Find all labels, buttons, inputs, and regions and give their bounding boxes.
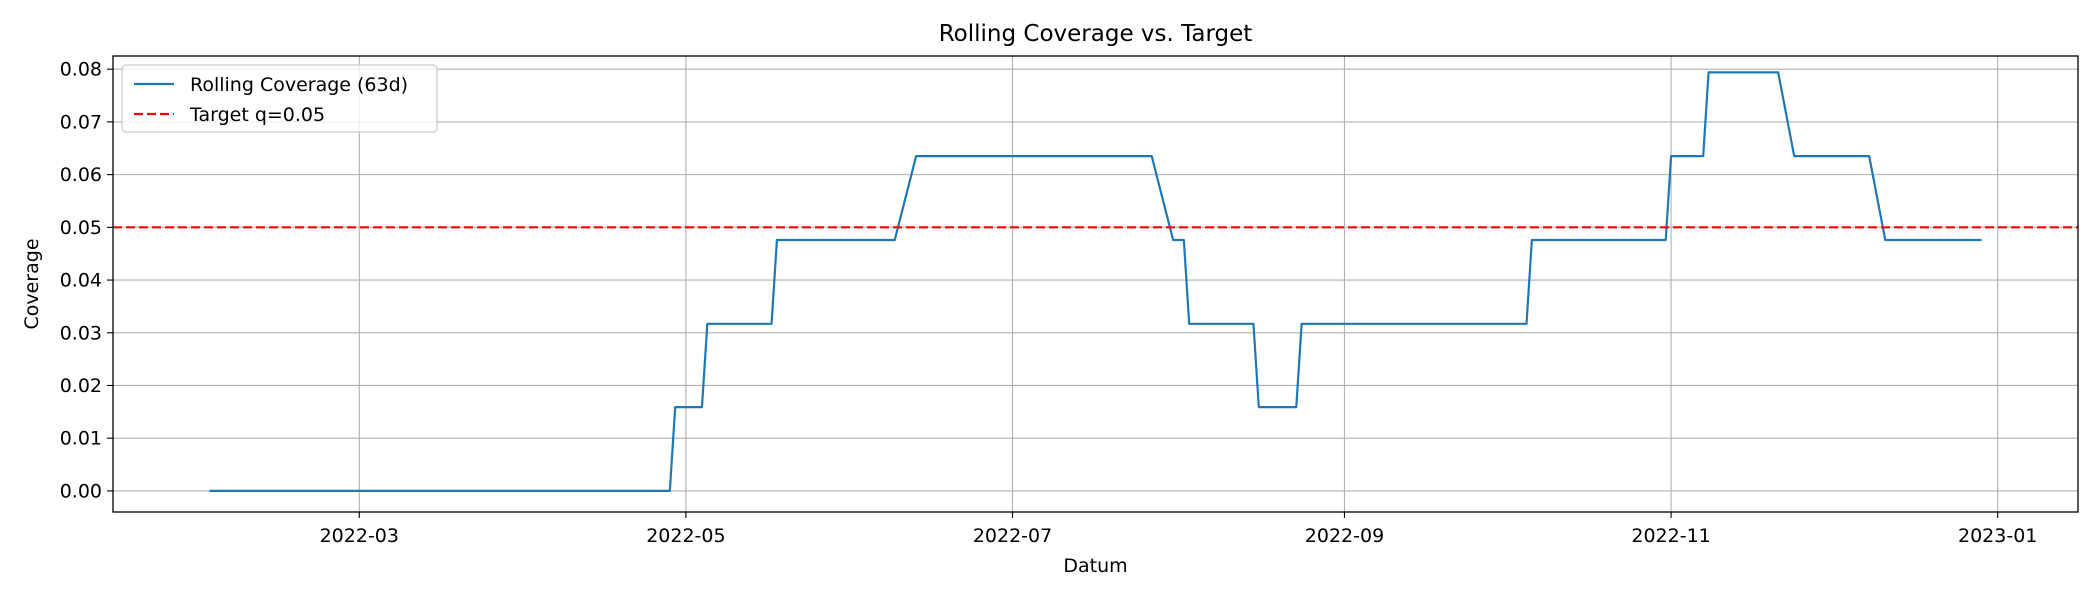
y-tick-label: 0.01	[60, 428, 102, 450]
x-tick-label: 2022-03	[320, 525, 399, 547]
chart-title: Rolling Coverage vs. Target	[939, 21, 1253, 47]
grid	[113, 56, 2078, 512]
y-tick-label: 0.03	[60, 322, 102, 344]
legend-box	[121, 64, 438, 133]
x-tick-label: 2022-05	[646, 525, 725, 547]
x-tick-label: 2022-11	[1631, 525, 1710, 547]
y-axis-label: Coverage	[21, 238, 43, 329]
y-tick-label: 0.02	[60, 375, 102, 397]
y-tick-label: 0.07	[60, 111, 102, 133]
series-layer	[113, 71, 2078, 493]
legend: Rolling Coverage (63d) Target q=0.05	[121, 64, 438, 133]
ticks: 2022-03 2022-05 2022-07 2022-09 2022-11 2023-…	[60, 59, 2038, 547]
coverage-line	[209, 71, 1982, 493]
legend-label-coverage: Rolling Coverage (63d)	[190, 74, 408, 96]
y-tick-label: 0.05	[60, 217, 102, 239]
legend-label-target: Target q=0.05	[189, 104, 325, 126]
x-tick-label: 2022-09	[1305, 525, 1384, 547]
y-tick-label: 0.04	[60, 270, 102, 292]
x-axis-label: Datum	[1063, 555, 1127, 577]
x-tick-label: 2022-07	[973, 525, 1052, 547]
y-tick-label: 0.06	[60, 164, 102, 186]
y-tick-label: 0.00	[60, 480, 102, 502]
y-tick-label: 0.08	[60, 59, 102, 81]
plot-frame	[112, 55, 2079, 513]
x-tick-label: 2023-01	[1958, 525, 2037, 547]
